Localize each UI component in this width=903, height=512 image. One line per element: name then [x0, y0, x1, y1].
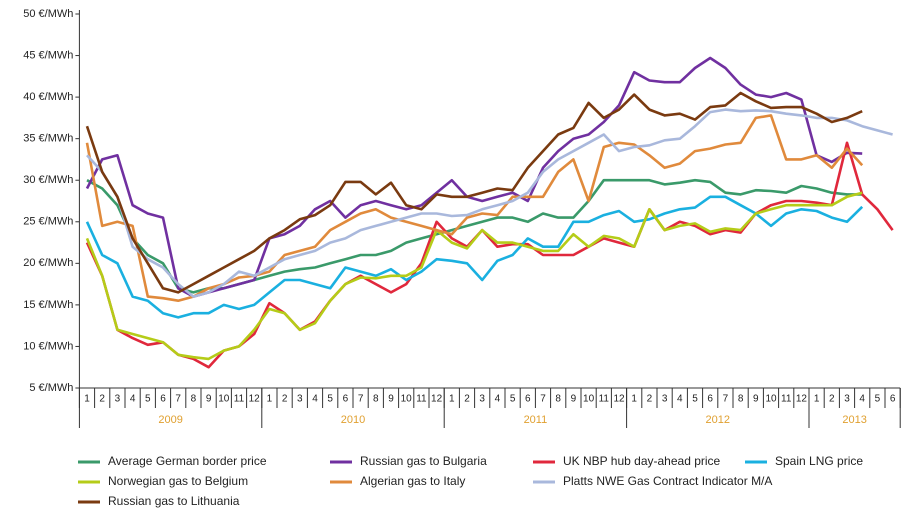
x-tick-label: 11 [416, 394, 427, 405]
legend-label: Average German border price [108, 454, 267, 468]
x-tick-label: 7 [175, 394, 181, 405]
x-tick-label: 4 [859, 394, 865, 405]
x-tick-label: 5 [145, 394, 151, 405]
x-tick-label: 1 [814, 394, 820, 405]
x-tick-label: 6 [525, 394, 531, 405]
x-tick-label: 8 [191, 394, 197, 405]
x-tick-label: 11 [781, 394, 792, 405]
x-tick-label: 10 [583, 394, 595, 405]
y-tick-label: 40 €/MWh [23, 91, 73, 103]
x-tick-label: 3 [297, 394, 303, 405]
x-tick-label: 5 [510, 394, 516, 405]
x-tick-label: 2 [464, 394, 470, 405]
x-tick-label: 2 [829, 394, 835, 405]
x-tick-label: 9 [388, 394, 394, 405]
x-tick-label: 8 [373, 394, 379, 405]
x-tick-label: 3 [115, 394, 121, 405]
x-tick-label: 11 [234, 394, 245, 405]
x-tick-label: 3 [662, 394, 668, 405]
y-tick-label: 50 €/MWh [23, 8, 73, 20]
x-tick-label: 1 [449, 394, 455, 405]
x-tick-label: 5 [875, 394, 881, 405]
year-label: 2012 [706, 414, 730, 426]
legend-label: Norwegian gas to Belgium [108, 474, 248, 488]
series-line [86, 108, 893, 298]
y-tick-label: 30 €/MWh [23, 174, 73, 186]
y-tick-label: 15 €/MWh [23, 299, 73, 311]
legend-label: Russian gas to Lithuania [108, 494, 240, 508]
x-tick-label: 6 [707, 394, 713, 405]
x-tick-label: 6 [343, 394, 349, 405]
y-tick-label: 25 €/MWh [23, 216, 73, 228]
year-label: 2009 [158, 414, 182, 426]
y-tick-label: 10 €/MWh [23, 340, 73, 352]
legend-label: UK NBP hub day-ahead price [563, 454, 721, 468]
x-tick-label: 2 [99, 394, 105, 405]
y-tick-label: 5 €/MWh [29, 382, 73, 394]
x-tick-label: 6 [160, 394, 166, 405]
year-label: 2010 [341, 414, 365, 426]
x-tick-label: 10 [218, 394, 230, 405]
x-tick-label: 11 [599, 394, 610, 405]
x-tick-label: 8 [738, 394, 744, 405]
legend-label: Platts NWE Gas Contract Indicator M/A [563, 474, 772, 488]
x-tick-label: 9 [753, 394, 759, 405]
y-tick-label: 20 €/MWh [23, 257, 73, 269]
x-tick-label: 4 [677, 394, 683, 405]
legend-label: Spain LNG price [775, 454, 863, 468]
x-tick-label: 12 [431, 394, 443, 405]
x-tick-label: 12 [249, 394, 261, 405]
x-tick-label: 1 [84, 394, 90, 405]
x-tick-label: 12 [796, 394, 808, 405]
year-label: 2011 [524, 414, 548, 426]
series-line [85, 141, 894, 369]
x-tick-label: 5 [692, 394, 698, 405]
x-tick-label: 10 [401, 394, 413, 405]
series-line [85, 91, 863, 294]
x-tick-label: 12 [613, 394, 625, 405]
y-tick-label: 35 €/MWh [23, 133, 73, 145]
series-line [85, 56, 863, 298]
x-tick-label: 10 [765, 394, 777, 405]
x-tick-label: 4 [312, 394, 318, 405]
x-tick-label: 3 [479, 394, 485, 405]
x-tick-label: 8 [555, 394, 561, 405]
x-tick-label: 9 [571, 394, 577, 405]
x-tick-label: 7 [723, 394, 729, 405]
series-line [85, 114, 864, 302]
x-tick-label: 6 [890, 394, 896, 405]
y-tick-label: 45 €/MWh [23, 49, 73, 61]
x-tick-label: 7 [540, 394, 546, 405]
legend-label: Russian gas to Bulgaria [360, 454, 487, 468]
series-line [86, 178, 863, 294]
x-tick-label: 9 [206, 394, 212, 405]
x-tick-label: 4 [130, 394, 136, 405]
x-tick-label: 5 [327, 394, 333, 405]
x-tick-label: 1 [631, 394, 637, 405]
x-tick-label: 1 [267, 394, 273, 405]
x-tick-label: 2 [282, 394, 288, 405]
series-line [85, 195, 864, 319]
x-tick-label: 4 [495, 394, 501, 405]
legend-label: Algerian gas to Italy [360, 474, 465, 488]
year-label: 2013 [842, 414, 866, 426]
x-tick-label: 7 [358, 394, 364, 405]
x-tick-label: 2 [647, 394, 653, 405]
series-line [85, 191, 863, 361]
x-tick-label: 3 [844, 394, 850, 405]
